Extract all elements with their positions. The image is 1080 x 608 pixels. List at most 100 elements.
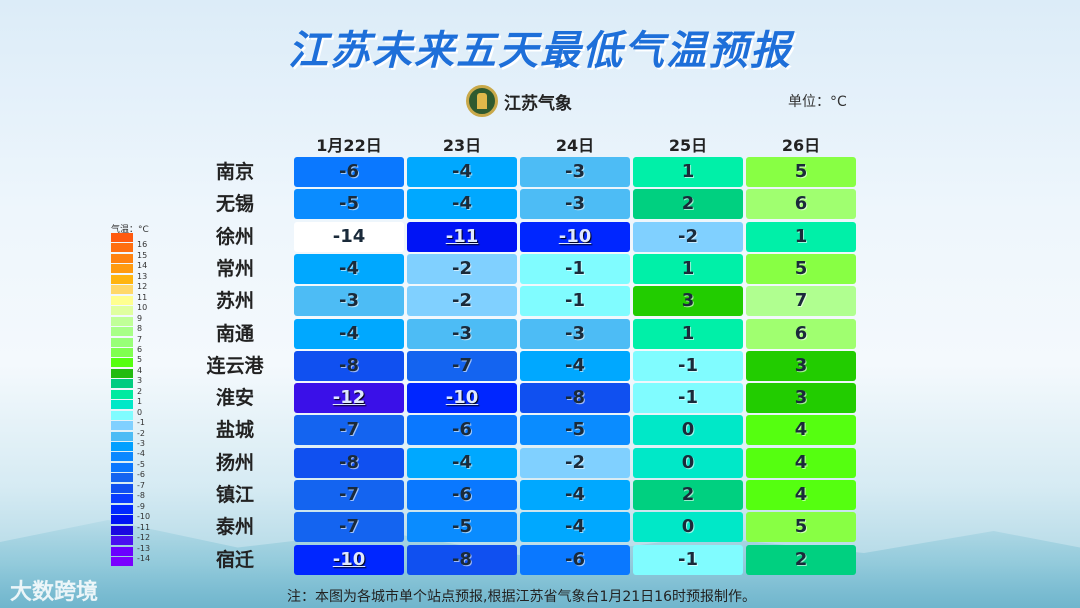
- temperature-cell: -3: [407, 318, 517, 349]
- temperature-cell: -7: [294, 512, 404, 543]
- city-label: 苏州: [215, 290, 254, 313]
- temperature-cell: 2: [633, 189, 743, 220]
- temperature-cell: -6: [294, 157, 404, 187]
- temperature-cell: -3: [520, 189, 630, 220]
- legend-label: 8: [137, 324, 143, 334]
- legend-swatch: [111, 462, 133, 472]
- temperature-cell: -4: [520, 350, 630, 381]
- temperature-cell: -2: [520, 447, 630, 478]
- temperature-cell: 0: [633, 512, 743, 543]
- temperature-cell: -1: [633, 350, 743, 381]
- legend-swatch: [111, 306, 133, 316]
- legend-swatch: [111, 431, 133, 441]
- temperature-cell: 5: [746, 253, 856, 284]
- legend-label: 6: [137, 344, 143, 354]
- legend-label: 2: [137, 386, 143, 396]
- legend-label: 14: [137, 261, 148, 271]
- page-title: 江苏未来五天最低气温预报: [288, 28, 792, 74]
- temperature-cell: 4: [746, 480, 856, 510]
- column-header: 1月22日: [316, 136, 382, 155]
- column-header: 24日: [555, 136, 595, 155]
- temperature-cell: 5: [746, 157, 856, 187]
- legend-swatch: [111, 285, 133, 295]
- temperature-cell: -4: [520, 480, 630, 510]
- city-label: 宿迁: [215, 548, 254, 571]
- unit-label: 单位：°C: [788, 94, 847, 110]
- temperature-cell: -14: [294, 221, 404, 252]
- legend-label: -13: [137, 543, 151, 553]
- city-label: 连云港: [206, 354, 264, 377]
- legend-label: 3: [137, 376, 143, 386]
- footnote: 注：本图为各城市单个站点预报,根据江苏省气象台1月21日16时预报制作。: [287, 589, 756, 605]
- legend-swatch: [111, 358, 133, 368]
- temperature-cell: -5: [294, 189, 404, 220]
- legend-swatch: [111, 253, 133, 263]
- legend-swatch: [111, 473, 133, 483]
- legend-swatch: [111, 525, 133, 535]
- logo: 江苏气象: [466, 85, 572, 117]
- temperature-cell: -4: [294, 318, 404, 349]
- city-label: 南京: [215, 161, 254, 183]
- legend-swatch: [111, 274, 133, 284]
- column-header: 26日: [781, 136, 821, 155]
- city-label: 盐城: [215, 419, 254, 442]
- temperature-cell: -8: [520, 383, 630, 414]
- legend-swatch: [111, 442, 133, 451]
- legend-label: -6: [137, 470, 145, 480]
- legend-label: 0: [137, 407, 143, 417]
- temperature-cell: -3: [520, 318, 630, 349]
- legend-swatch: [111, 389, 133, 399]
- temperature-cell: -6: [407, 415, 517, 446]
- city-label: 淮安: [215, 387, 254, 410]
- legend-label: -12: [137, 533, 151, 543]
- temperature-cell: 0: [633, 447, 743, 478]
- temperature-cell: -2: [407, 253, 517, 284]
- temperature-cell: -7: [294, 480, 404, 510]
- legend-swatch: [111, 483, 133, 493]
- legend-label: 5: [137, 355, 143, 365]
- legend-label: -5: [137, 459, 145, 469]
- temperature-cell: -3: [520, 157, 630, 187]
- legend-label: -9: [137, 501, 145, 511]
- temperature-cell: -10: [407, 383, 517, 414]
- legend-label: -14: [137, 553, 151, 563]
- temperature-cell: -8: [294, 447, 404, 478]
- city-label: 扬州: [215, 451, 254, 474]
- temperature-cell: -7: [294, 415, 404, 446]
- temperature-cell: -5: [520, 415, 630, 446]
- watermark: 大数跨境: [10, 580, 99, 605]
- legend-swatch: [111, 327, 133, 337]
- temperature-cell: 1: [633, 318, 743, 349]
- temperature-cell: 2: [746, 544, 856, 575]
- legend-label: -4: [137, 449, 145, 459]
- legend-title: 气温：°C: [111, 225, 149, 235]
- legend-label: 11: [137, 292, 148, 302]
- legend-label: 12: [137, 282, 148, 292]
- legend-label: 16: [137, 240, 148, 250]
- temperature-cell: -1: [633, 383, 743, 414]
- temperature-cell: -8: [294, 350, 404, 381]
- legend-label: 10: [137, 303, 148, 313]
- legend-swatch: [111, 494, 133, 504]
- temperature-cell: -3: [294, 286, 404, 317]
- temperature-cell: -6: [520, 544, 630, 575]
- temperature-cell: 3: [746, 383, 856, 414]
- temperature-cell: -6: [407, 480, 517, 510]
- temperature-cell: -4: [294, 253, 404, 284]
- legend-label: 15: [137, 250, 148, 260]
- legend-swatch: [111, 379, 133, 389]
- legend-swatch: [111, 452, 133, 462]
- legend-swatch: [111, 337, 133, 347]
- city-label: 常州: [215, 257, 254, 280]
- legend-swatch: [111, 368, 133, 378]
- legend-label: 4: [137, 365, 143, 375]
- temperature-cell: 4: [746, 447, 856, 478]
- temperature-cell: 1: [633, 157, 743, 187]
- legend-label: 13: [137, 271, 148, 281]
- temperature-cell: -11: [407, 221, 517, 252]
- temperature-cell: -4: [520, 512, 630, 543]
- temperature-cell: -1: [520, 253, 630, 284]
- temperature-cell: -10: [294, 544, 404, 575]
- temperature-cell: 2: [633, 480, 743, 510]
- legend-label: -2: [137, 428, 145, 438]
